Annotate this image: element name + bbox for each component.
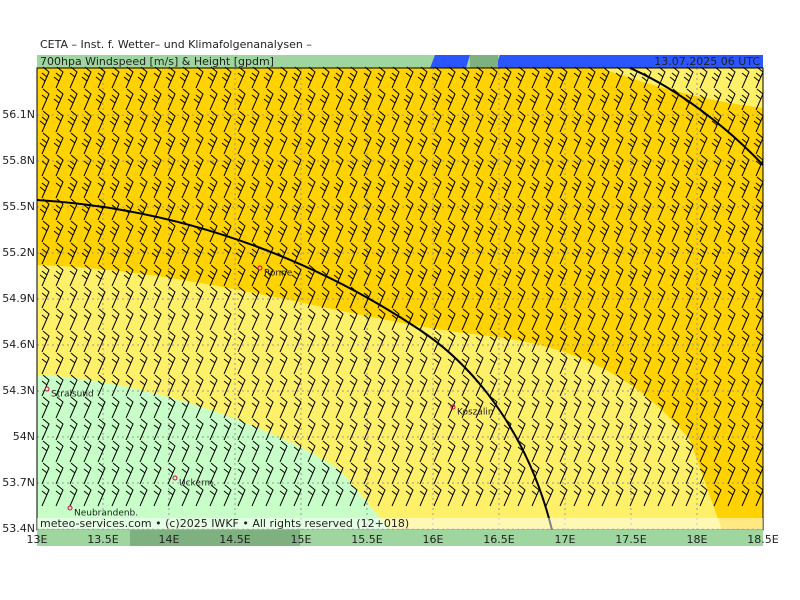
- lon-label: 15.5E: [351, 533, 382, 546]
- lat-label: 54.9N: [2, 292, 35, 305]
- cities: Ronne Stralsund Koszalin Uckerm. Neubrandenb…: [44, 265, 494, 519]
- lat-label: 54.6N: [2, 338, 35, 351]
- valid-time: 13.07.2025 06 UTC: [654, 55, 760, 68]
- city-label: Stralsund: [51, 390, 94, 400]
- bar-band: [470, 55, 498, 68]
- city-label: Ronne: [264, 269, 293, 279]
- wind-barbs: [39, 66, 764, 507]
- lat-label: 55.8N: [2, 154, 35, 167]
- lon-label: 14E: [159, 533, 180, 546]
- city-marker: [67, 505, 73, 511]
- lon-label: 15E: [291, 533, 312, 546]
- lon-label: 16.5E: [483, 533, 514, 546]
- city-marker: [172, 475, 178, 481]
- barb-set: [39, 66, 764, 507]
- field-low: [37, 375, 390, 530]
- lat-label: 53.4N: [2, 522, 35, 535]
- lon-label: 13.5E: [87, 533, 118, 546]
- lon-label: 13E: [27, 533, 48, 546]
- height-contour: [36, 199, 553, 531]
- bottom-band: [130, 530, 300, 546]
- lat-label: 54N: [13, 430, 35, 443]
- lon-label: 16E: [423, 533, 444, 546]
- lon-label: 17.5E: [615, 533, 646, 546]
- lat-label: 55.2N: [2, 246, 35, 259]
- institute: CETA – Inst. f. Wetter– und Klimafolgena…: [40, 38, 312, 51]
- bar-band: [495, 55, 763, 68]
- map-title: 700hpa Windspeed [m/s] & Height [gpdm]: [40, 55, 274, 68]
- lat-label: 54.3N: [2, 384, 35, 397]
- height-contour: [629, 67, 764, 166]
- lat-label: 55.5N: [2, 200, 35, 213]
- lat-label: 53.7N: [2, 476, 35, 489]
- lon-label: 14.5E: [219, 533, 250, 546]
- field-mid: [600, 68, 763, 108]
- axis-labels: 53.4N 53.7N 54N 54.3N 54.6N 54.9N 55.2N 55.5N 55…: [2, 108, 779, 546]
- lat-label: 56.1N: [2, 108, 35, 121]
- city-label: Neubrandenb.: [74, 509, 138, 519]
- city-label: Uckerm.: [179, 479, 216, 489]
- lon-label: 17E: [555, 533, 576, 546]
- city-marker: [257, 265, 263, 271]
- city-marker: [450, 404, 456, 410]
- lon-label: 18.5E: [747, 533, 778, 546]
- city-marker: [44, 386, 50, 392]
- bar-band: [430, 55, 470, 68]
- lon-label: 18E: [687, 533, 708, 546]
- city-label: Koszalin: [457, 408, 494, 418]
- footer: meteo-services.com • (c)2025 IWKF • All …: [40, 517, 409, 530]
- footer-bar: [37, 518, 763, 530]
